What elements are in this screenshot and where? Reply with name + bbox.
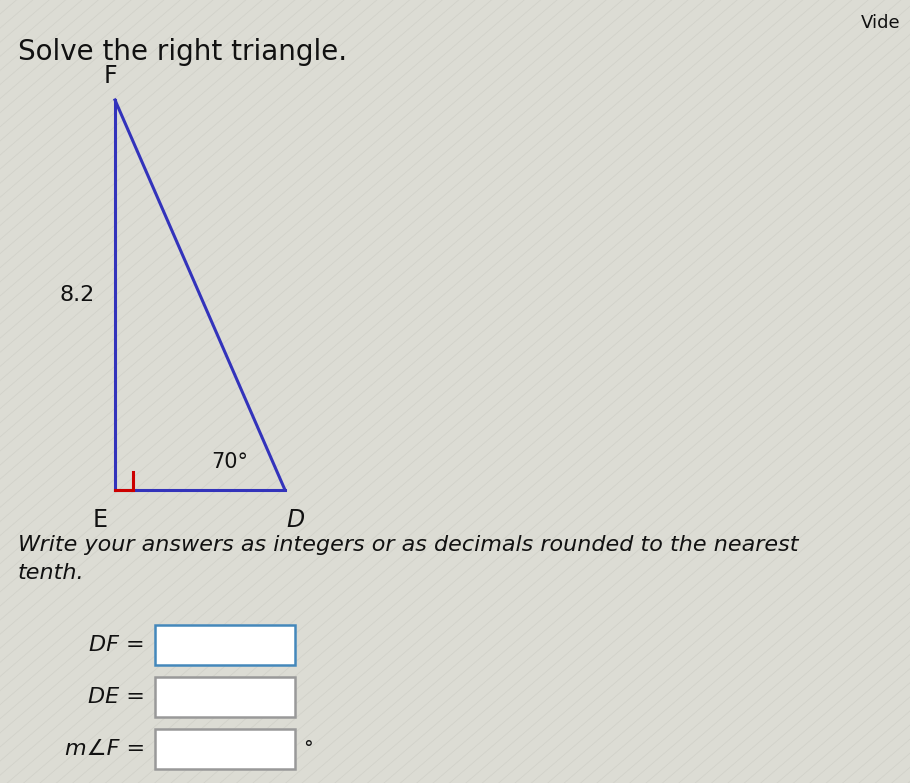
Text: Solve the right triangle.: Solve the right triangle. (18, 38, 347, 66)
Text: 70°: 70° (211, 452, 248, 472)
Text: Write your answers as integers or as decimals rounded to the nearest
tenth.: Write your answers as integers or as dec… (18, 535, 798, 583)
Text: °: ° (303, 739, 313, 759)
FancyBboxPatch shape (155, 677, 295, 717)
Text: F: F (103, 64, 116, 88)
Text: Vide: Vide (860, 14, 900, 32)
FancyBboxPatch shape (155, 729, 295, 769)
Text: m∠F =: m∠F = (65, 739, 145, 759)
Text: DE =: DE = (88, 687, 145, 707)
Text: D: D (286, 508, 304, 532)
Text: 8.2: 8.2 (60, 285, 95, 305)
FancyBboxPatch shape (155, 625, 295, 665)
Text: E: E (93, 508, 107, 532)
Text: DF =: DF = (89, 635, 145, 655)
